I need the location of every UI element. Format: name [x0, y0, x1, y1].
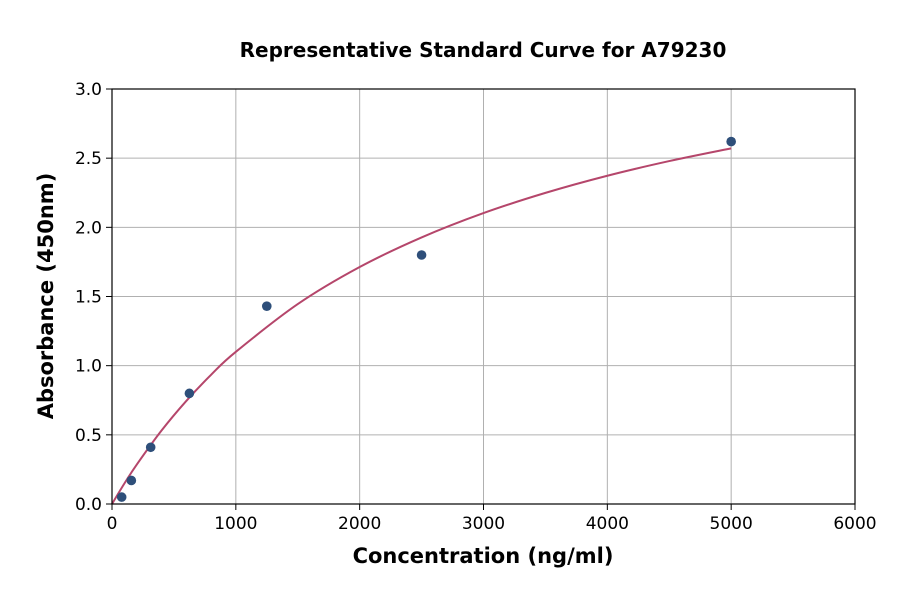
data-point [116, 492, 127, 502]
data-point [126, 475, 137, 486]
y-tick-label: 0.0 [75, 495, 102, 515]
data-point [145, 442, 156, 453]
y-axis-label: Absorbance (450nm) [34, 173, 58, 420]
x-tick-label: 1000 [214, 514, 257, 534]
x-axis-label: Concentration (ng/ml) [353, 544, 614, 568]
y-tick-label: 0.5 [75, 426, 102, 446]
x-tick-label: 5000 [710, 514, 753, 534]
grid [111, 88, 856, 505]
fit-curve [111, 147, 732, 505]
y-tick-label: 2.5 [75, 149, 102, 169]
fit-curve-group [111, 147, 732, 505]
x-tick-label: 6000 [833, 514, 876, 534]
x-tick-label: 0 [107, 514, 118, 534]
y-tick-label: 1.0 [75, 357, 102, 377]
data-point [184, 388, 195, 399]
data-point [261, 301, 272, 311]
chart-title: Representative Standard Curve for A79230 [240, 38, 727, 62]
data-point [416, 250, 427, 260]
x-tick-label: 4000 [586, 514, 629, 534]
x-tick-label: 2000 [338, 514, 381, 534]
y-ticks: 0.0 0.5 1.0 1.5 2.0 2.5 3.0 [75, 80, 112, 515]
y-tick-label: 2.0 [75, 218, 102, 238]
y-tick-label: 1.5 [75, 288, 102, 308]
x-ticks: 0 1000 2000 3000 4000 5000 6000 [107, 504, 877, 534]
y-tick-label: 3.0 [75, 80, 102, 100]
x-tick-label: 3000 [462, 514, 505, 534]
data-point [726, 136, 736, 147]
data-points [116, 136, 736, 502]
